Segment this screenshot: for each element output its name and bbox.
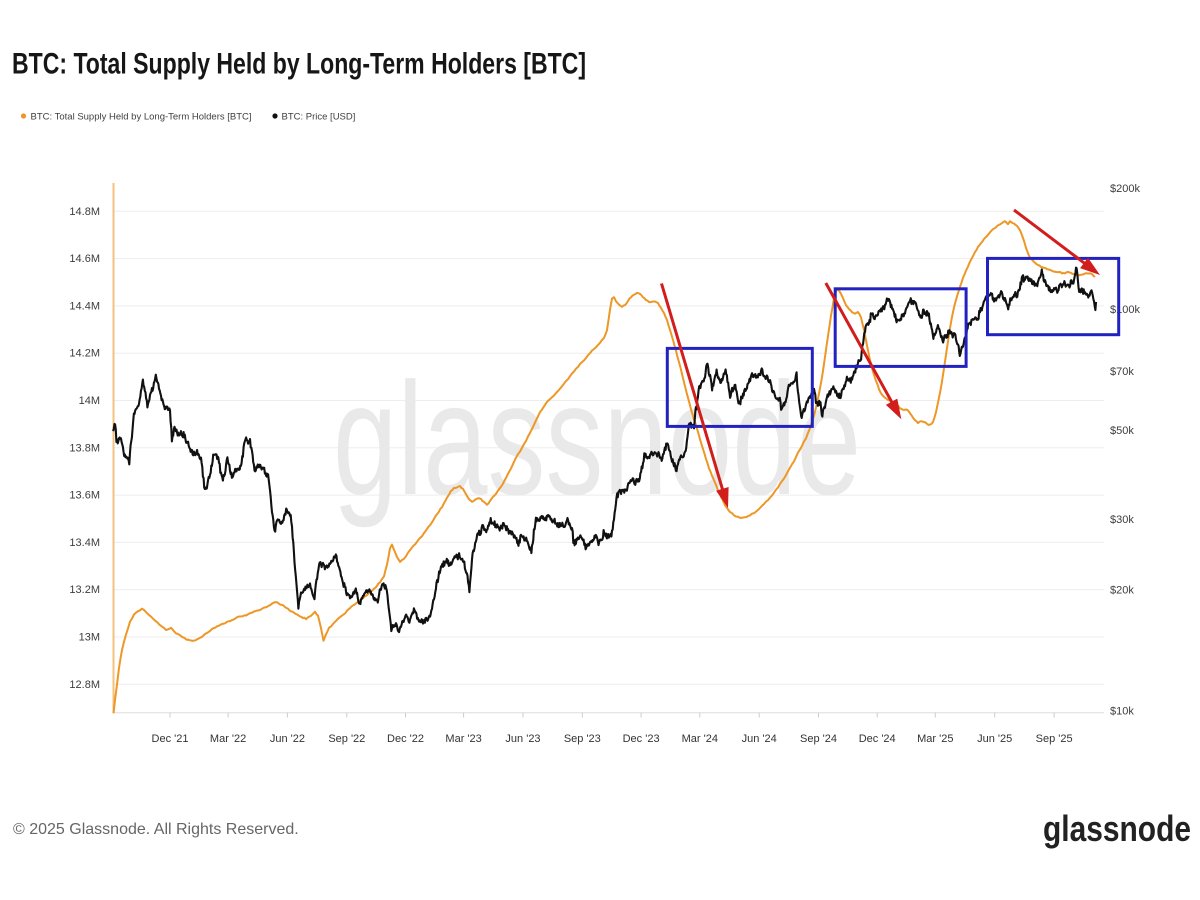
svg-text:Dec '21: Dec '21 [152, 733, 189, 745]
svg-text:Jun '23: Jun '23 [505, 733, 540, 745]
svg-text:© 2025 Glassnode. All Rights R: © 2025 Glassnode. All Rights Reserved. [13, 821, 299, 838]
svg-text:Mar '22: Mar '22 [210, 733, 246, 745]
svg-text:14.2M: 14.2M [69, 348, 100, 360]
svg-text:14.6M: 14.6M [69, 253, 100, 265]
svg-text:14.8M: 14.8M [69, 206, 100, 218]
svg-text:Mar '24: Mar '24 [682, 733, 718, 745]
svg-text:$70k: $70k [1110, 366, 1134, 378]
svg-text:$10k: $10k [1110, 706, 1134, 718]
svg-text:Sep '25: Sep '25 [1036, 733, 1073, 745]
svg-text:Dec '24: Dec '24 [859, 733, 896, 745]
svg-text:13.8M: 13.8M [69, 442, 100, 454]
svg-text:$30k: $30k [1110, 514, 1134, 526]
svg-text:13.2M: 13.2M [69, 584, 100, 596]
svg-text:13.6M: 13.6M [69, 490, 100, 502]
svg-text:Sep '24: Sep '24 [800, 733, 837, 745]
svg-text:$100k: $100k [1110, 304, 1140, 316]
svg-text:14.4M: 14.4M [69, 300, 100, 312]
svg-text:$200k: $200k [1110, 183, 1140, 195]
svg-text:12.8M: 12.8M [69, 679, 100, 691]
svg-text:glassnode: glassnode [1043, 808, 1191, 849]
svg-text:14M: 14M [79, 395, 100, 407]
svg-text:13M: 13M [79, 632, 100, 644]
svg-text:$50k: $50k [1110, 425, 1134, 437]
svg-text:13.4M: 13.4M [69, 537, 100, 549]
svg-text:Sep '23: Sep '23 [564, 733, 601, 745]
svg-text:$20k: $20k [1110, 585, 1134, 597]
svg-text:Jun '24: Jun '24 [742, 733, 777, 745]
svg-text:Dec '22: Dec '22 [387, 733, 424, 745]
svg-text:Sep '22: Sep '22 [328, 733, 365, 745]
svg-text:BTC: Total Supply Held by Long: BTC: Total Supply Held by Long-Term Hold… [31, 112, 252, 123]
svg-text:Jun '22: Jun '22 [270, 733, 305, 745]
svg-text:Dec '23: Dec '23 [623, 733, 660, 745]
svg-text:BTC: Total Supply Held by Long: BTC: Total Supply Held by Long-Term Hold… [12, 48, 586, 81]
svg-text:Mar '23: Mar '23 [445, 733, 481, 745]
svg-text:Jun '25: Jun '25 [977, 733, 1012, 745]
svg-text:BTC: Price [USD]: BTC: Price [USD] [282, 112, 356, 123]
svg-text:glassnode: glassnode [333, 349, 861, 528]
svg-text:Mar '25: Mar '25 [917, 733, 953, 745]
